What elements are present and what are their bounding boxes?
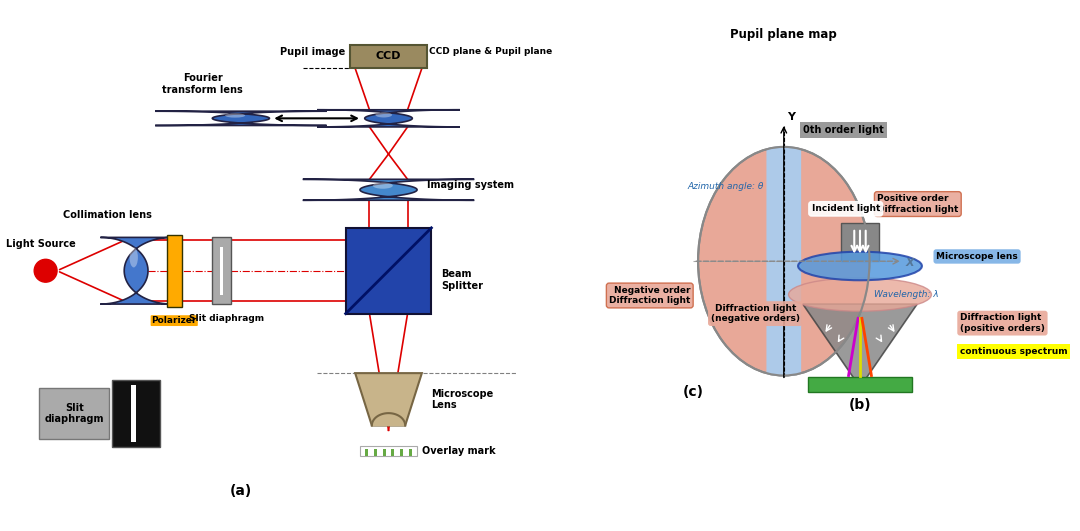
Polygon shape	[372, 413, 405, 425]
FancyBboxPatch shape	[166, 235, 181, 307]
FancyBboxPatch shape	[350, 45, 427, 68]
Polygon shape	[802, 304, 917, 380]
Circle shape	[35, 259, 57, 282]
Text: Fourier
transform lens: Fourier transform lens	[162, 73, 243, 95]
Text: Overlay mark: Overlay mark	[422, 446, 496, 456]
Ellipse shape	[376, 113, 392, 117]
FancyBboxPatch shape	[346, 228, 431, 314]
Text: 0th order light: 0th order light	[804, 125, 885, 135]
Text: Microscope
Lens: Microscope Lens	[431, 389, 494, 410]
FancyBboxPatch shape	[220, 247, 224, 295]
Text: X: X	[906, 258, 915, 268]
Text: Microscope lens: Microscope lens	[936, 252, 1018, 261]
FancyBboxPatch shape	[808, 378, 913, 392]
Text: Light Source: Light Source	[6, 239, 76, 249]
FancyBboxPatch shape	[360, 447, 417, 456]
FancyBboxPatch shape	[382, 449, 386, 456]
Text: CCD plane & Pupil plane: CCD plane & Pupil plane	[430, 47, 553, 56]
Text: Polarizer: Polarizer	[151, 316, 197, 325]
Text: Diffraction light
(negative orders): Diffraction light (negative orders)	[711, 304, 799, 323]
Text: continuous spectrum: continuous spectrum	[960, 347, 1068, 356]
Ellipse shape	[698, 147, 869, 375]
FancyBboxPatch shape	[841, 223, 879, 261]
Text: Pupil image: Pupil image	[281, 47, 346, 57]
Text: Imaging system: Imaging system	[427, 180, 514, 190]
FancyBboxPatch shape	[374, 449, 377, 456]
PathPatch shape	[302, 179, 474, 200]
FancyBboxPatch shape	[132, 385, 136, 442]
Text: Collimation lens: Collimation lens	[63, 210, 152, 220]
FancyBboxPatch shape	[365, 449, 368, 456]
Polygon shape	[767, 147, 800, 375]
Text: Positive order
Diffraction light: Positive order Diffraction light	[877, 194, 959, 214]
Text: (b): (b)	[849, 398, 872, 412]
Text: Y: Y	[786, 112, 795, 122]
Text: Beam
Splitter: Beam Splitter	[441, 269, 483, 291]
FancyBboxPatch shape	[401, 449, 403, 456]
Text: (a): (a)	[230, 484, 252, 498]
FancyBboxPatch shape	[39, 388, 109, 439]
FancyBboxPatch shape	[213, 237, 231, 304]
Ellipse shape	[373, 183, 393, 189]
PathPatch shape	[318, 110, 460, 127]
FancyBboxPatch shape	[409, 449, 411, 456]
Text: CCD: CCD	[376, 52, 402, 62]
Text: Diffraction light
(positive orders): Diffraction light (positive orders)	[960, 313, 1044, 333]
Text: Negative order
Diffraction light: Negative order Diffraction light	[609, 286, 690, 305]
FancyBboxPatch shape	[112, 380, 160, 447]
Ellipse shape	[130, 247, 138, 268]
Ellipse shape	[798, 252, 922, 280]
Text: Wavelength: λ: Wavelength: λ	[875, 290, 939, 299]
PathPatch shape	[100, 237, 172, 304]
Text: Slit diaphragm: Slit diaphragm	[189, 314, 265, 323]
Text: Slit
diaphragm: Slit diaphragm	[44, 403, 104, 424]
Text: Pupil plane map: Pupil plane map	[730, 28, 837, 41]
Ellipse shape	[225, 113, 245, 118]
FancyBboxPatch shape	[391, 449, 394, 456]
Polygon shape	[355, 373, 422, 425]
Text: Azimuth angle: θ: Azimuth angle: θ	[688, 183, 765, 191]
Text: Incident light: Incident light	[811, 204, 880, 213]
Text: (c): (c)	[683, 386, 704, 399]
PathPatch shape	[156, 111, 326, 125]
Ellipse shape	[788, 278, 931, 311]
